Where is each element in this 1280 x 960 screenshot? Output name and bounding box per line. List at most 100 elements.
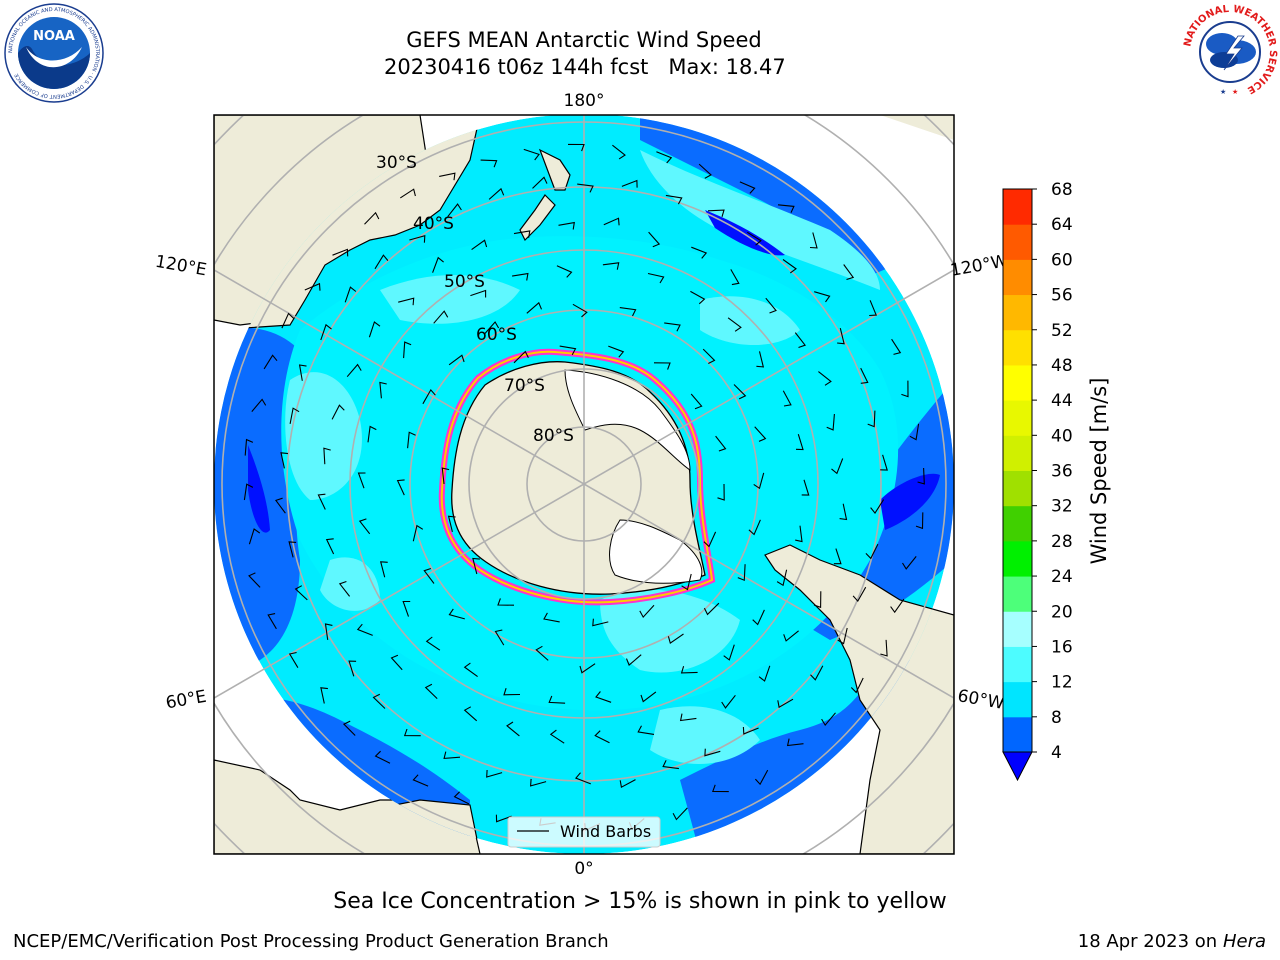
wind-barb [625, 654, 642, 667]
colorbar-underflow-arrow [1002, 751, 1033, 782]
wind-barb [472, 557, 480, 575]
noaa-logo-text: NOAA [33, 29, 75, 44]
colorbar-bin [1003, 294, 1032, 331]
wind-barb [592, 618, 609, 627]
colorbar-bin [1003, 224, 1032, 260]
wind-barb [901, 380, 909, 398]
wind-barb [756, 351, 765, 368]
wind-barb [758, 665, 771, 682]
wind-barb [463, 706, 478, 722]
wind-barb [730, 269, 740, 286]
wind-barb [595, 691, 612, 703]
wind-barb [433, 310, 449, 324]
colorbar-tick-label: 16 [1051, 637, 1073, 657]
wind-barb [665, 194, 683, 205]
colorbar-tick-label: 28 [1051, 532, 1073, 552]
wind-barb [915, 512, 924, 530]
wind-barb [403, 341, 412, 359]
wind-barb [867, 410, 876, 428]
wind-barb [690, 393, 703, 410]
wind-barb [795, 434, 804, 451]
wind-barb [837, 627, 848, 645]
colorbar-bin [1003, 435, 1032, 471]
wind-barb [480, 159, 498, 168]
colorbar-bin [1003, 576, 1032, 612]
wind-barb [667, 633, 684, 644]
wind-barb [358, 518, 371, 535]
wind-barb [691, 246, 708, 259]
wind-barb [288, 541, 297, 558]
wind-barb [814, 291, 831, 303]
map-frame [213, 114, 955, 855]
wind-barb [332, 248, 349, 257]
wind-barb [619, 779, 636, 789]
wind-barb [703, 602, 720, 616]
colorbar-tick-label: 4 [1051, 743, 1062, 763]
wind-barb [243, 483, 254, 501]
wind-barb [574, 772, 591, 785]
lon-label-0: 0° [574, 859, 593, 879]
wind-barb [506, 721, 520, 737]
wind-barb [379, 381, 387, 399]
wind-barb [639, 604, 655, 619]
wind-barb [647, 272, 665, 284]
wind-barb [251, 398, 267, 412]
wind-barb [486, 769, 503, 778]
colorbar-tick-label: 52 [1051, 321, 1073, 341]
wind-barb [795, 525, 803, 543]
wind-barb [374, 750, 391, 764]
colorbar-bin [1003, 259, 1032, 296]
wind-barb [448, 608, 465, 620]
lat-label-40s: 40°S [413, 214, 454, 234]
colorbar-tick-label: 56 [1051, 286, 1073, 306]
colorbar-label: Wind Speed [m/s] [1087, 378, 1111, 565]
wind-barb [543, 612, 560, 623]
wind-barb [535, 645, 549, 661]
wind-barb [577, 183, 594, 193]
colorbar-bin [1003, 329, 1032, 366]
colorbar-tick-label: 36 [1051, 462, 1073, 482]
wind-barb [594, 730, 610, 744]
wind-barb [690, 290, 706, 305]
wind-barb [425, 636, 441, 651]
colorbar-bin [1003, 716, 1032, 753]
sea-ice-caption: Sea Ice Concentration > 15% is shown in … [333, 889, 947, 914]
wind-barb [532, 176, 548, 189]
lon-label-120e: 120°E [154, 252, 208, 281]
wind-barb [794, 332, 807, 349]
wind-barb [608, 345, 625, 358]
wind-barb [471, 239, 488, 251]
wind-barb [698, 163, 712, 179]
wind-barb [752, 609, 765, 626]
wind-barb [447, 203, 462, 218]
wind-barb [304, 282, 321, 291]
wind-barb [275, 497, 286, 514]
wind-barb [484, 321, 500, 335]
colorbar-tick-label: 20 [1051, 602, 1073, 622]
footer-branch: NCEP/EMC/Verification Post Processing Pr… [13, 931, 609, 952]
wind-barb [317, 493, 326, 510]
wind-barb [810, 665, 824, 681]
wind-barb [679, 713, 697, 722]
wind-barb [648, 231, 661, 248]
wind-barb [402, 600, 411, 617]
svg-text:★: ★ [1232, 88, 1238, 96]
wind-barb [344, 286, 357, 303]
wind-barb [324, 623, 333, 640]
wind-barb [891, 338, 902, 355]
lon-label-120w: 120°W [949, 251, 1010, 281]
wind-barb [470, 289, 487, 298]
wind-barb [782, 259, 797, 274]
antarctica [438, 348, 716, 606]
wind-barb [747, 231, 762, 246]
wind-barb [653, 362, 671, 370]
wind-barb [839, 503, 848, 521]
wind-barb [342, 720, 356, 736]
wind-barb [248, 572, 261, 588]
wind-barbs [243, 143, 925, 832]
wind-barb [441, 467, 450, 485]
wind-barb [390, 654, 403, 671]
wind-barb [267, 613, 277, 630]
footer-date: 18 Apr 2023 on Hera [1078, 931, 1266, 952]
wind-barb [880, 639, 888, 657]
